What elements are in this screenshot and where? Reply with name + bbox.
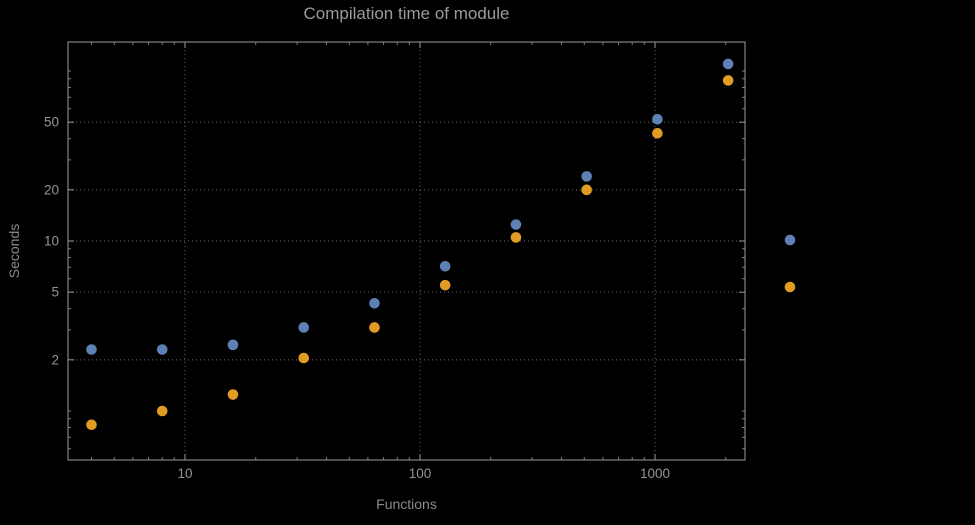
data-point-series-blue xyxy=(156,344,168,355)
y-tick-label: 10 xyxy=(44,234,59,249)
data-point-series-blue xyxy=(227,339,239,351)
y-tick-label: 50 xyxy=(44,115,59,130)
data-point-series-orange xyxy=(86,419,97,431)
y-tick-label: 20 xyxy=(44,182,59,197)
data-point-series-blue xyxy=(722,58,734,70)
data-point-series-orange xyxy=(510,232,522,243)
data-point-series-blue xyxy=(298,322,310,333)
data-point-series-orange xyxy=(227,389,239,400)
legend-marker-blue xyxy=(784,234,796,246)
data-point-series-blue xyxy=(652,113,663,125)
data-point-series-orange xyxy=(722,75,734,86)
data-point-series-orange xyxy=(581,184,592,196)
y-axis-label: Seconds xyxy=(6,223,22,279)
data-point-series-blue xyxy=(369,298,380,309)
x-axis-label: Functions xyxy=(376,496,437,512)
y-tick-label: 2 xyxy=(51,352,59,367)
data-point-series-orange xyxy=(439,279,451,291)
data-point-series-blue xyxy=(581,171,592,182)
data-point-series-blue xyxy=(86,344,97,355)
x-tick-label: 10 xyxy=(177,466,192,481)
data-point-series-orange xyxy=(298,352,310,364)
data-point-series-blue xyxy=(439,260,451,272)
data-point-series-blue xyxy=(510,219,522,230)
x-tick-label: 100 xyxy=(409,466,432,481)
y-tick-label: 5 xyxy=(51,285,59,300)
legend-marker-orange xyxy=(784,281,796,293)
plot-frame xyxy=(67,41,746,461)
x-tick-label: 1000 xyxy=(640,466,670,481)
data-point-series-orange xyxy=(652,128,663,139)
data-point-series-orange xyxy=(156,405,168,417)
data-point-series-orange xyxy=(369,322,380,333)
chart-title: Compilation time of module xyxy=(303,4,510,23)
